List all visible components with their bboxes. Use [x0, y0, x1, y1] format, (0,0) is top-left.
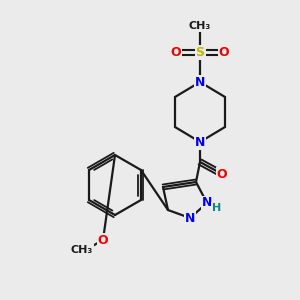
Text: O: O	[217, 167, 227, 181]
Text: CH₃: CH₃	[71, 245, 93, 255]
Text: N: N	[195, 136, 205, 148]
Text: N: N	[185, 212, 195, 224]
Text: H: H	[212, 203, 222, 213]
Text: S: S	[196, 46, 205, 59]
Text: O: O	[219, 46, 229, 59]
Text: O: O	[98, 233, 108, 247]
Text: N: N	[195, 76, 205, 88]
Text: O: O	[171, 46, 181, 59]
Text: CH₃: CH₃	[189, 21, 211, 31]
Text: N: N	[202, 196, 212, 209]
